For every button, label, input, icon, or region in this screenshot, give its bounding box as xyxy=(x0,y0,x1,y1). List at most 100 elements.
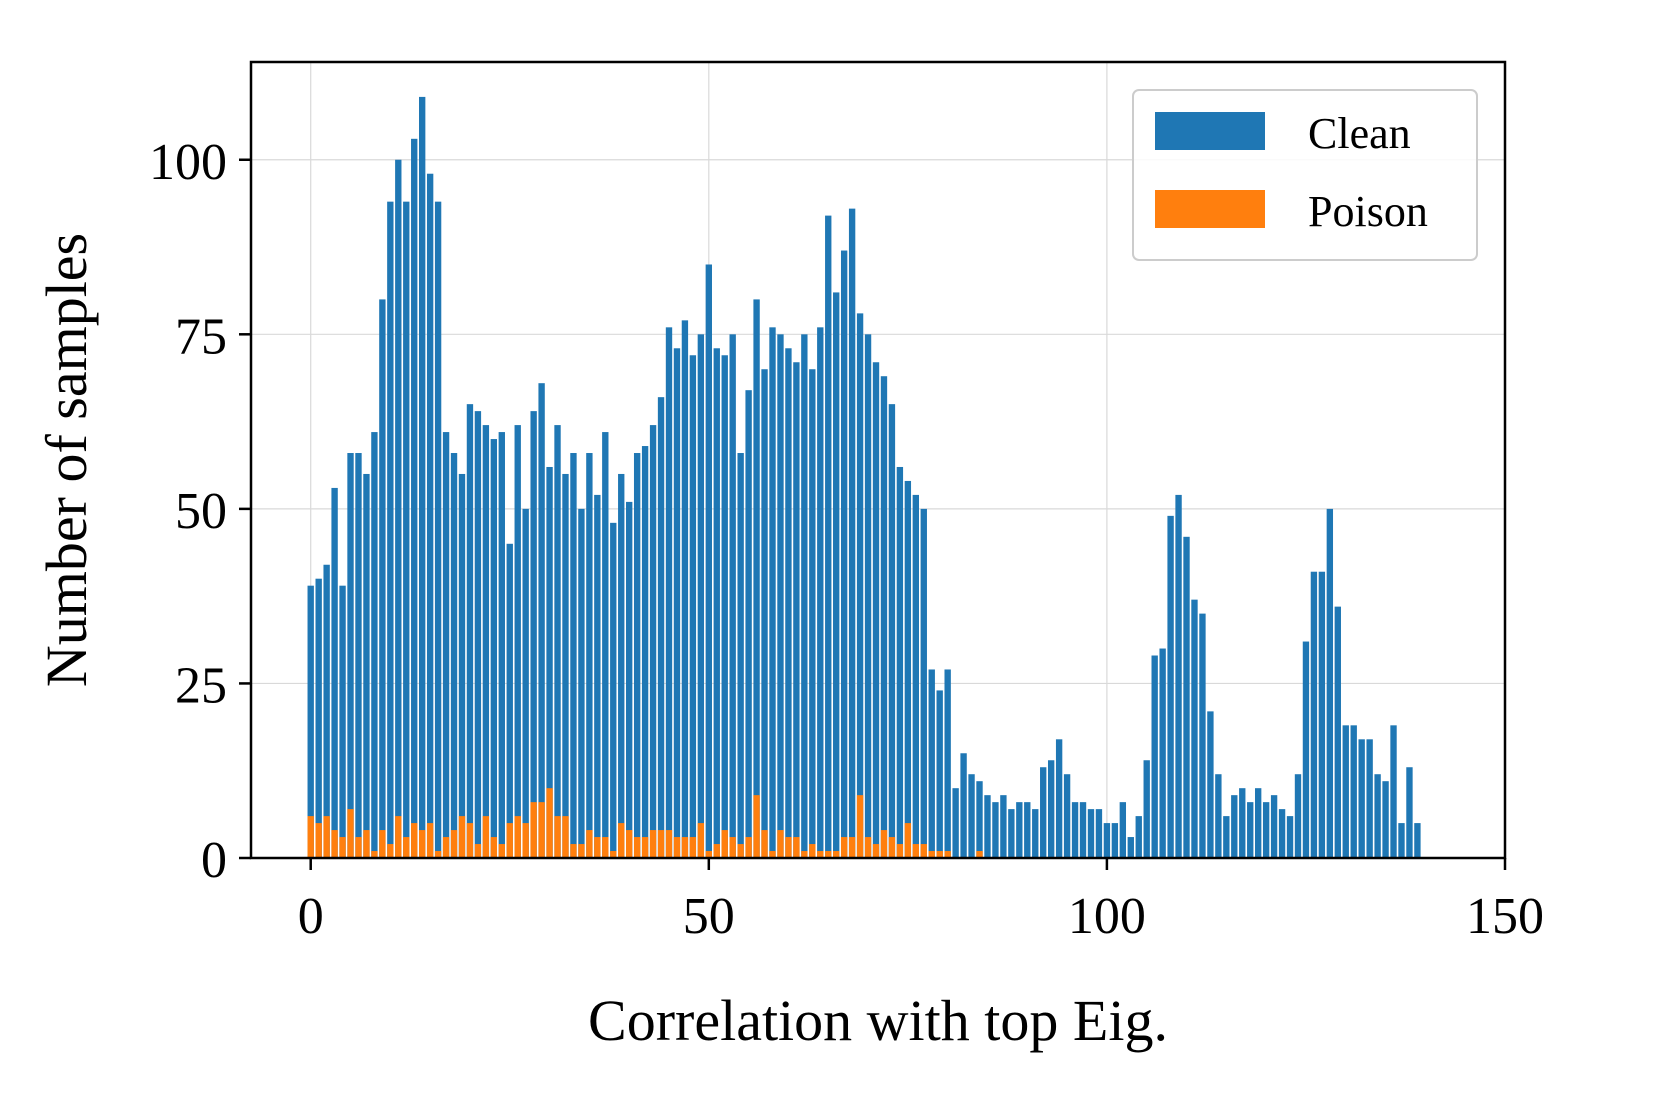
bar-clean xyxy=(1024,802,1031,858)
bar-clean xyxy=(1040,767,1047,858)
bar-poison xyxy=(809,844,816,858)
bar-clean xyxy=(641,446,649,858)
bar-clean xyxy=(856,313,864,858)
bar-clean xyxy=(562,473,569,858)
bar-clean xyxy=(450,453,458,858)
bar-poison xyxy=(570,844,577,858)
bar-clean xyxy=(1223,816,1230,858)
bar-poison xyxy=(769,851,776,858)
bar-clean xyxy=(538,383,545,858)
bar-poison xyxy=(618,823,625,858)
bar-poison xyxy=(586,830,593,858)
bar-clean xyxy=(371,432,378,858)
bar-clean xyxy=(363,473,370,858)
bar-clean xyxy=(801,334,808,858)
bar-poison xyxy=(880,830,888,858)
bar-poison xyxy=(339,837,346,858)
bar-clean xyxy=(681,320,689,859)
bar-poison xyxy=(737,844,744,858)
legend-swatch-clean xyxy=(1155,112,1265,150)
bar-clean xyxy=(1215,774,1222,858)
bar-clean xyxy=(896,466,904,858)
y-axis-ticks: 0 25 50 75 100 xyxy=(149,134,251,889)
bar-clean xyxy=(1127,837,1134,858)
bar-clean xyxy=(442,432,450,858)
bar-poison xyxy=(721,830,728,858)
bar-clean xyxy=(466,404,474,858)
bar-poison xyxy=(753,795,760,858)
bar-poison xyxy=(633,837,641,858)
x-axis-ticks: 0 50 100 150 xyxy=(298,858,1544,945)
bar-clean xyxy=(586,453,593,858)
bar-poison xyxy=(602,837,609,858)
bar-clean xyxy=(1286,816,1294,858)
bar-clean xyxy=(1310,571,1318,858)
bar-poison xyxy=(307,816,314,858)
bar-poison xyxy=(825,851,832,858)
legend-label-poison: Poison xyxy=(1308,187,1428,236)
bar-poison xyxy=(554,816,561,858)
bar-clean xyxy=(1342,725,1349,858)
bar-poison xyxy=(912,844,919,858)
bar-poison xyxy=(458,816,466,858)
bar-clean xyxy=(952,788,959,858)
x-tick-label: 50 xyxy=(683,888,735,945)
bar-clean xyxy=(458,473,466,858)
bar-clean xyxy=(1302,641,1310,858)
bar-clean xyxy=(1374,774,1381,858)
bar-poison xyxy=(426,823,434,858)
bar-clean xyxy=(753,299,760,858)
bar-clean xyxy=(872,362,880,858)
y-tick-label: 25 xyxy=(175,657,227,714)
bar-poison xyxy=(530,802,537,858)
bar-clean xyxy=(864,334,872,858)
bar-poison xyxy=(689,837,697,858)
bar-clean xyxy=(403,201,410,858)
bar-clean xyxy=(315,578,322,858)
bar-poison xyxy=(705,851,712,858)
bar-poison xyxy=(896,844,904,858)
bar-clean xyxy=(1358,739,1365,858)
bar-clean xyxy=(1008,809,1015,858)
bar-clean xyxy=(490,439,498,858)
bar-clean xyxy=(928,669,935,858)
bar-poison xyxy=(442,837,450,858)
bar-poison xyxy=(649,830,657,858)
bar-clean xyxy=(825,215,832,859)
legend: Clean Poison xyxy=(1132,89,1478,261)
legend-label-clean: Clean xyxy=(1308,109,1411,158)
bar-clean xyxy=(522,508,529,858)
bar-clean xyxy=(1159,648,1166,858)
bar-clean xyxy=(968,774,975,858)
bar-poison xyxy=(888,837,896,858)
bar-poison xyxy=(546,788,553,858)
bar-clean xyxy=(665,327,673,859)
x-tick-label: 100 xyxy=(1068,888,1146,945)
bar-poison xyxy=(785,837,792,858)
bar-poison xyxy=(371,851,378,858)
bar-poison xyxy=(848,837,856,858)
bar-poison xyxy=(538,802,545,858)
bar-clean xyxy=(618,473,625,858)
bar-poison xyxy=(713,844,720,858)
bar-poison xyxy=(379,830,386,858)
bar-clean xyxy=(976,781,983,858)
bar-poison xyxy=(856,795,864,858)
bar-clean xyxy=(554,425,561,858)
bar-clean xyxy=(1294,774,1302,858)
bar-poison xyxy=(315,823,322,858)
bar-clean xyxy=(1382,781,1389,858)
bar-poison xyxy=(594,837,601,858)
bar-clean xyxy=(1255,788,1262,858)
bars-group xyxy=(307,96,1421,859)
bar-clean xyxy=(1111,823,1119,858)
bar-clean xyxy=(713,348,720,858)
bar-poison xyxy=(434,851,442,858)
bar-clean xyxy=(777,334,784,858)
bar-clean xyxy=(984,795,991,858)
bar-clean xyxy=(1239,788,1246,858)
bar-clean xyxy=(1016,802,1023,858)
bar-clean xyxy=(1334,606,1341,858)
bar-clean xyxy=(920,508,927,858)
